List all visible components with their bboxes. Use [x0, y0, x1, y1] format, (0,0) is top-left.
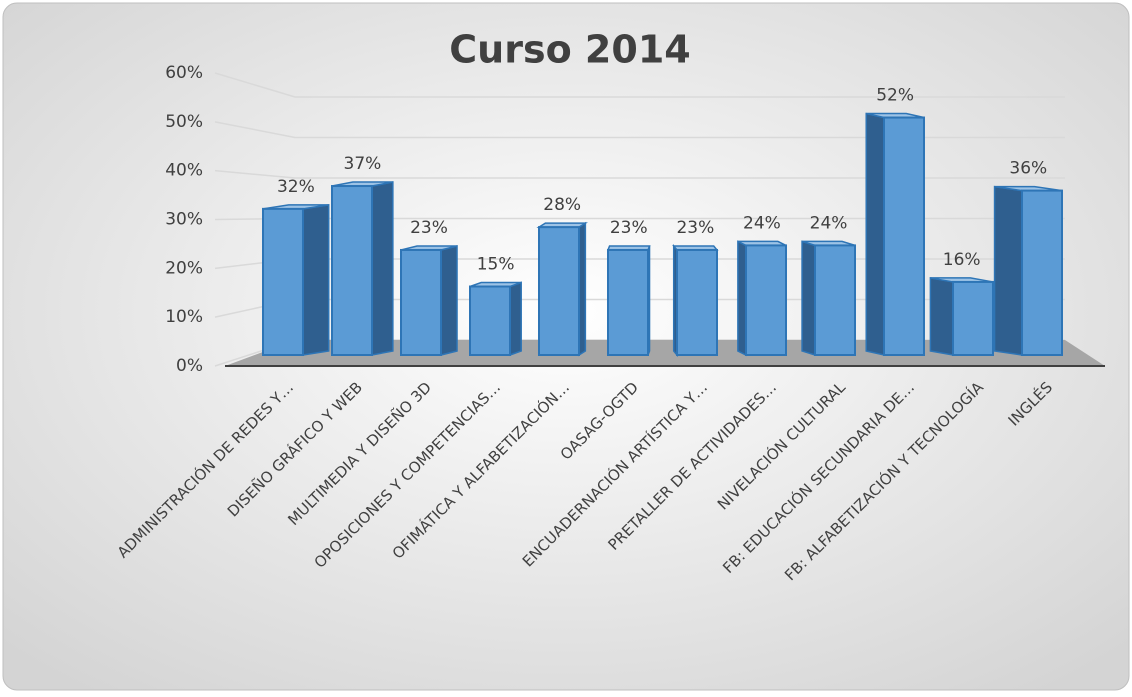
bar-group	[993, 185, 1063, 356]
data-label: 24%	[810, 213, 848, 233]
bar-side	[993, 185, 1023, 356]
y-tick-label: 50%	[165, 112, 203, 132]
bar	[331, 185, 373, 356]
y-tick-label: 40%	[165, 161, 203, 181]
y-tick-label: 10%	[165, 307, 203, 327]
data-label: 24%	[743, 213, 781, 233]
bar-side	[440, 245, 458, 356]
data-label: 28%	[543, 195, 581, 215]
y-tick-label: 60%	[165, 63, 203, 83]
grid-line	[214, 169, 1065, 179]
chart-title: Curso 2014	[449, 28, 690, 72]
bar	[469, 285, 511, 356]
bar-side	[737, 240, 747, 357]
grid-line	[214, 121, 1065, 139]
data-label: 32%	[277, 177, 315, 197]
bar-group	[865, 112, 925, 356]
bar-group	[672, 243, 719, 358]
data-label: 23%	[410, 218, 448, 238]
data-label: 23%	[610, 218, 648, 238]
bar-group	[737, 240, 787, 357]
data-label: 23%	[676, 218, 714, 238]
bar	[952, 280, 994, 356]
bar-side	[371, 181, 394, 356]
bar	[883, 116, 925, 356]
data-label: 52%	[876, 86, 914, 106]
bar-side	[929, 277, 954, 356]
bar	[676, 248, 718, 356]
bar-side	[509, 281, 522, 357]
bar	[1021, 189, 1063, 356]
bar-group	[536, 221, 588, 357]
bar	[745, 244, 787, 356]
data-label: 37%	[344, 154, 382, 174]
bar-group	[929, 277, 994, 356]
bar	[400, 248, 442, 356]
data-label: 36%	[1009, 159, 1047, 179]
bar-group	[262, 203, 330, 356]
y-tick-label: 20%	[165, 258, 203, 278]
bar-group	[469, 281, 522, 357]
bar	[262, 207, 304, 356]
bar-side	[865, 112, 885, 356]
data-label: 15%	[477, 255, 515, 275]
bar	[814, 244, 856, 356]
grid-line	[214, 72, 1065, 98]
bar-group	[801, 240, 856, 357]
bar	[607, 248, 649, 356]
y-tick-label: 30%	[165, 210, 203, 230]
bar	[538, 226, 580, 356]
bar-group	[400, 245, 458, 356]
bar-group	[606, 245, 651, 356]
data-label: 16%	[943, 250, 981, 270]
bar-side	[302, 203, 330, 356]
y-tick-label: 0%	[176, 356, 203, 376]
bar-side	[801, 240, 816, 357]
bar-group	[331, 181, 394, 356]
